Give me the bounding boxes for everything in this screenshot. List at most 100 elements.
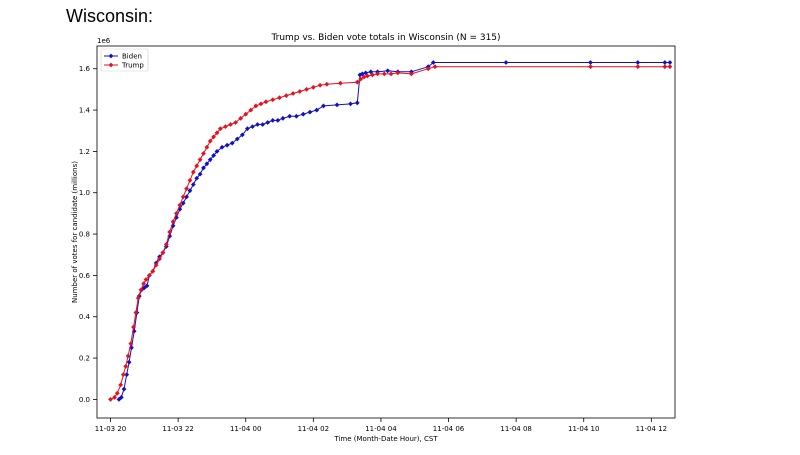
trump-point [194, 163, 200, 169]
trump-point [588, 64, 593, 70]
x-tick-label: 11-04 02 [298, 425, 329, 433]
y-tick-label: 0.8 [79, 231, 90, 239]
biden-point [250, 124, 255, 129]
trump-point [381, 71, 387, 77]
trump-point [167, 229, 173, 235]
trump-point [177, 202, 183, 208]
biden-point [385, 68, 391, 74]
trump-point [354, 79, 360, 85]
x-tick-label: 11-03 22 [162, 425, 193, 433]
biden-point [430, 60, 436, 65]
biden-point [265, 120, 271, 125]
biden-point [294, 113, 299, 119]
trump-point [112, 394, 117, 400]
trump-point [370, 72, 375, 78]
biden-point [118, 394, 124, 400]
y-tick-label: 0.6 [79, 272, 91, 280]
biden-point [129, 345, 134, 351]
biden-point [255, 122, 260, 127]
biden-point [121, 386, 127, 392]
biden-point [194, 175, 200, 181]
trump-point [408, 71, 414, 77]
page-heading: Wisconsin: [66, 6, 154, 26]
trump-point [123, 363, 129, 369]
biden-point [354, 100, 360, 106]
biden-point [219, 144, 225, 150]
trump-point [361, 74, 367, 80]
trump-point [358, 76, 364, 82]
trump-point [217, 126, 223, 132]
biden-point [204, 161, 210, 167]
trump-point [297, 89, 303, 94]
biden-line [118, 62, 670, 400]
trump-point [150, 268, 156, 274]
trump-point [253, 103, 259, 109]
biden-point [187, 188, 193, 194]
biden-point [174, 215, 179, 220]
trump-point [243, 111, 249, 117]
trump-point [662, 64, 668, 70]
trump-point [187, 177, 193, 183]
x-tick-label: 11-04 12 [636, 425, 667, 433]
biden-point [214, 149, 220, 154]
trump-point [425, 66, 431, 72]
trump-point [248, 107, 254, 113]
trump-point [138, 287, 144, 293]
biden-point [662, 60, 668, 65]
x-tick-label: 11-04 00 [230, 425, 261, 433]
biden-point [503, 60, 509, 65]
trump-point [131, 324, 136, 330]
biden-point [144, 283, 150, 289]
biden-point [359, 71, 365, 77]
x-axis-ticks: 11-03 20 11-03 22 11-04 00 11-04 02 11-04 04… [95, 418, 667, 433]
y-tick-label: 0.4 [79, 313, 91, 321]
x-tick-label: 11-04 04 [365, 425, 397, 433]
biden-point [314, 107, 320, 113]
trump-point [233, 120, 238, 125]
biden-point [667, 60, 673, 65]
trump-point [153, 262, 159, 268]
legend-label-trump: Trump [121, 62, 144, 70]
biden-point [239, 132, 245, 138]
biden-point [588, 60, 593, 65]
legend-marker-biden [108, 53, 114, 59]
biden-point [287, 113, 293, 119]
trump-point [197, 157, 203, 163]
y-tick-label: 1.4 [79, 107, 91, 115]
y-tick-label: 1.2 [79, 148, 90, 156]
trump-line [110, 66, 670, 400]
series-trump [108, 64, 673, 402]
y-tick-label: 1.6 [79, 65, 91, 73]
trump-point [128, 341, 134, 346]
trump-point [388, 71, 394, 77]
biden-point [124, 372, 130, 377]
y-axis-label: Number of votes for candidate (millions) [71, 161, 79, 303]
biden-point [197, 171, 203, 177]
biden-point [334, 102, 340, 108]
trump-point [114, 390, 120, 396]
x-axis-label: Time (Month-Date Hour), CST [333, 435, 438, 443]
trump-point [258, 101, 264, 107]
trump-point [125, 353, 131, 359]
biden-point [270, 118, 276, 123]
trump-point [270, 97, 276, 103]
biden-point [307, 109, 313, 115]
biden-point [207, 157, 213, 163]
trump-point [190, 169, 196, 175]
trump-point [184, 186, 189, 191]
trump-point [143, 277, 149, 282]
biden-point [126, 359, 132, 365]
y-scale-label: 1e6 [97, 37, 111, 45]
trump-point [667, 64, 673, 70]
biden-point [229, 140, 235, 146]
trump-point [133, 310, 139, 315]
biden-point [190, 182, 196, 187]
biden-point [275, 118, 281, 123]
trump-point [635, 64, 641, 70]
trump-point [304, 87, 309, 92]
trump-point [163, 242, 169, 247]
series-layer [108, 60, 673, 402]
biden-point [300, 111, 306, 117]
